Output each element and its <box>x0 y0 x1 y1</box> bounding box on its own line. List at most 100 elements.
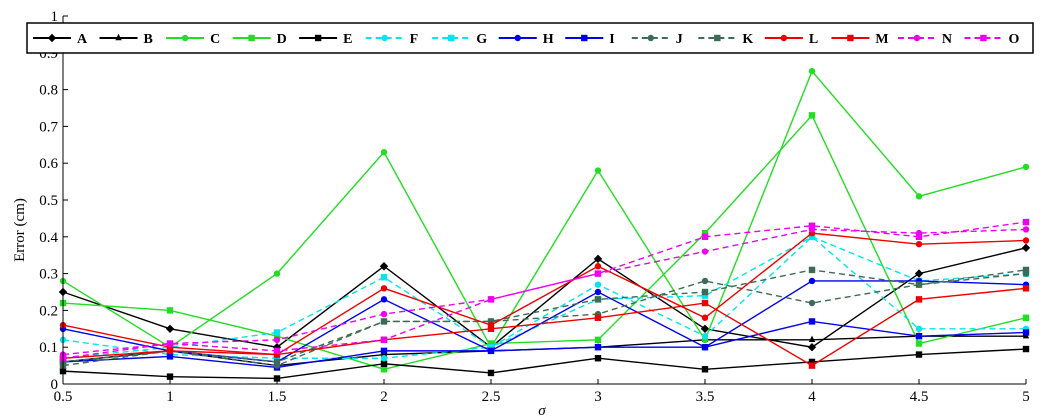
legend-label: H <box>543 32 554 47</box>
point-O-2 <box>166 340 174 347</box>
point-M-2 <box>166 347 174 355</box>
series-L <box>59 229 1030 358</box>
point-A-9 <box>914 269 924 278</box>
legend: A B C D E F G H I J K L M N O <box>26 22 1034 54</box>
point-C-9 <box>915 193 923 200</box>
legend-entry-N: N <box>897 32 952 47</box>
y-tick-label: 0.2 <box>39 303 58 319</box>
point-H-8 <box>808 277 816 285</box>
legend-label: I <box>609 32 614 47</box>
point-G-3 <box>273 329 281 336</box>
series-line-O <box>62 221 1027 359</box>
point-C-3 <box>273 270 281 277</box>
point-A-6 <box>593 254 603 264</box>
point-K-7 <box>701 288 709 296</box>
legend-entry-C: C <box>166 32 220 47</box>
legend-label: B <box>144 32 153 47</box>
x-tick-label: 5 <box>1022 389 1030 405</box>
point-E-4 <box>380 360 388 367</box>
series-I <box>59 318 1030 371</box>
point-O-8 <box>808 222 816 229</box>
point-O-3 <box>273 347 281 355</box>
x-axis-label: σ <box>538 403 546 417</box>
legend-marker <box>913 34 921 42</box>
series-D <box>59 112 1030 373</box>
legend-marker <box>448 34 455 42</box>
point-D-10 <box>1022 314 1030 321</box>
point-L-4 <box>380 285 388 292</box>
point-F-9 <box>915 325 923 332</box>
point-O-7 <box>701 233 709 240</box>
legend-entry-D: D <box>232 32 287 47</box>
point-K-8 <box>808 266 816 274</box>
point-N-10 <box>1022 226 1030 233</box>
legend-label: F <box>410 32 419 47</box>
point-K-4 <box>380 318 388 325</box>
legend-marker <box>714 34 721 42</box>
point-L-9 <box>915 240 923 248</box>
point-E-3 <box>273 375 281 382</box>
x-tick-label: 2.5 <box>482 389 501 405</box>
y-tick-label: 0.3 <box>39 267 58 283</box>
point-J-7 <box>701 277 709 285</box>
legend-label: C <box>210 32 220 47</box>
legend-marker <box>780 34 788 42</box>
legend-label: M <box>875 32 888 47</box>
x-tick-label: 3 <box>594 389 602 405</box>
legend-marker <box>181 34 189 42</box>
axes: 0.5 1 1.5 2 2.5 3 3.5 4 4.5 5 0 0.1 0.2 0.3 0.4 0.5 0.6 0… <box>39 9 1030 405</box>
point-D-9 <box>915 340 923 347</box>
x-tick-label: 4 <box>808 389 816 405</box>
y-tick-label: 0.6 <box>39 156 58 172</box>
legend-entry-J: J <box>631 32 683 47</box>
point-I-4 <box>380 347 388 355</box>
point-M-3 <box>273 351 281 358</box>
series-A <box>58 243 1031 352</box>
legend-marker <box>115 33 122 41</box>
point-D-4 <box>380 366 388 373</box>
point-D-8 <box>808 112 816 119</box>
series-line-L <box>62 232 1027 356</box>
legend-entry-I: I <box>565 32 615 47</box>
point-I-8 <box>808 318 816 325</box>
legend-label: G <box>476 32 487 47</box>
series-E <box>59 345 1030 382</box>
point-I-2 <box>166 353 174 360</box>
point-D-2 <box>166 307 174 314</box>
series-line-F <box>62 235 1026 359</box>
point-H-6 <box>594 288 602 296</box>
y-axis-label: Error (cm) <box>12 198 28 262</box>
y-tick-label: 0 <box>51 377 59 393</box>
point-M-9 <box>915 296 923 303</box>
legend-entry-O: O <box>964 32 1019 47</box>
legend-entry-F: F <box>365 32 419 47</box>
point-J-8 <box>808 299 816 307</box>
x-tick-label: 4.5 <box>910 389 929 405</box>
point-G-4 <box>380 274 388 281</box>
series-line-E <box>62 348 1027 380</box>
point-C-10 <box>1022 163 1030 171</box>
point-G-5 <box>487 344 495 351</box>
y-tick-label: 0.8 <box>39 83 58 99</box>
point-D-7 <box>701 229 709 237</box>
point-K-6 <box>594 296 602 303</box>
x-tick-label: 1.5 <box>268 389 287 405</box>
series-line-K <box>62 269 1027 367</box>
point-D-3 <box>273 332 281 340</box>
series-line-B <box>62 335 1026 367</box>
point-G-8 <box>808 233 816 240</box>
legend-label: E <box>343 32 352 47</box>
point-H-4 <box>380 296 388 303</box>
legend-marker <box>248 34 255 42</box>
legend-label: O <box>1008 32 1019 47</box>
legend-entry-G: G <box>432 32 487 47</box>
legend-entry-B: B <box>99 32 153 47</box>
y-tick-label: 0.4 <box>39 230 58 246</box>
point-L-7 <box>701 314 709 321</box>
point-A-8 <box>807 343 817 352</box>
point-K-10 <box>1022 266 1030 274</box>
point-C-4 <box>380 148 388 156</box>
legend-marker <box>314 34 322 42</box>
point-E-5 <box>487 369 495 377</box>
